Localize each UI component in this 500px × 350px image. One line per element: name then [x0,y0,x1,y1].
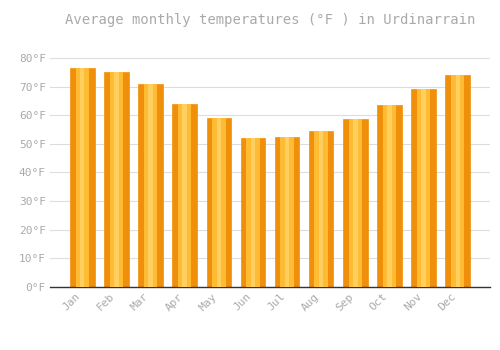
Bar [412,89,436,287]
Bar [456,75,460,287]
Bar [114,72,118,287]
Bar [377,105,402,287]
Bar [104,72,128,287]
Bar [319,131,324,287]
Bar [246,138,260,287]
Bar [110,72,123,287]
Bar [343,119,367,287]
Bar [144,84,158,287]
Bar [422,89,426,287]
Bar [280,136,294,287]
Bar [451,75,464,287]
Bar [417,89,430,287]
Bar [76,68,89,287]
Bar [314,131,328,287]
Bar [250,138,255,287]
Bar [240,138,265,287]
Bar [446,75,470,287]
Bar [182,104,187,287]
Bar [70,68,94,287]
Bar [387,105,392,287]
Bar [178,104,192,287]
Bar [309,131,334,287]
Bar [285,136,290,287]
Bar [172,104,197,287]
Bar [353,119,358,287]
Bar [382,105,396,287]
Bar [148,84,153,287]
Bar [275,136,299,287]
Title: Average monthly temperatures (°F ) in Urdinarrain: Average monthly temperatures (°F ) in Ur… [65,13,475,27]
Bar [212,118,226,287]
Bar [348,119,362,287]
Bar [138,84,163,287]
Bar [206,118,231,287]
Bar [80,68,84,287]
Bar [216,118,221,287]
